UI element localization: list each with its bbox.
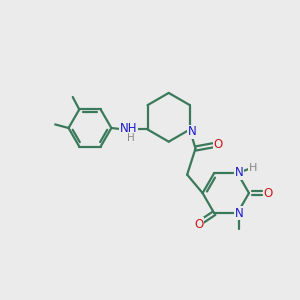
Text: N: N	[188, 125, 197, 138]
Text: N: N	[235, 166, 243, 179]
Text: H: H	[249, 163, 257, 173]
Text: O: O	[264, 187, 273, 200]
Text: NH: NH	[120, 122, 137, 135]
Text: H: H	[127, 133, 135, 143]
Text: O: O	[214, 138, 223, 152]
Text: N: N	[235, 207, 243, 220]
Text: O: O	[194, 218, 203, 231]
